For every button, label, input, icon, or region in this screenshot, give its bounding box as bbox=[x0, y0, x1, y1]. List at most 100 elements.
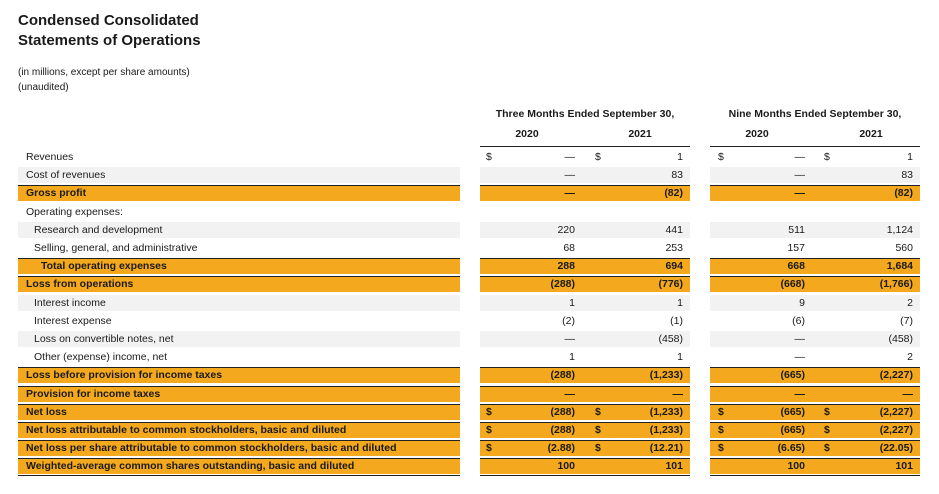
row-value: (458) bbox=[888, 333, 913, 345]
row-value: — bbox=[564, 387, 576, 400]
row-label: Total operating expenses bbox=[41, 260, 167, 273]
row-value: 668 bbox=[787, 260, 805, 273]
row-label-band bbox=[18, 367, 460, 384]
row-value: 511 bbox=[788, 223, 805, 236]
header-nine-2020: 2020 bbox=[745, 128, 769, 140]
row-label-band bbox=[18, 276, 460, 293]
currency-symbol: $ bbox=[486, 442, 492, 455]
row-value: (288) bbox=[550, 369, 575, 382]
row-label: Loss from operations bbox=[26, 278, 134, 291]
row-value: 220 bbox=[557, 223, 575, 236]
row-value bbox=[603, 204, 683, 220]
row-value-band bbox=[480, 185, 690, 202]
units-note: (in millions, except per share amounts) … bbox=[18, 65, 190, 95]
row-value: — bbox=[794, 151, 806, 163]
row-value: (776) bbox=[658, 278, 683, 291]
row-value-band bbox=[710, 331, 920, 347]
row-value: (82) bbox=[664, 187, 683, 200]
row-value: — bbox=[794, 169, 806, 182]
table-row: Net loss attributable to common stockhol… bbox=[0, 422, 939, 438]
row-value: 101 bbox=[895, 460, 913, 473]
currency-symbol: $ bbox=[486, 151, 492, 163]
row-value-band bbox=[710, 458, 920, 475]
row-value: (2.88) bbox=[547, 442, 575, 455]
row-value: (665) bbox=[780, 405, 805, 418]
row-value: — bbox=[794, 187, 806, 200]
header-three-2020: 2020 bbox=[515, 128, 539, 140]
title-line-2: Statements of Operations bbox=[18, 32, 201, 49]
header-nine-2021: 2021 bbox=[859, 128, 883, 140]
row-value: 1 bbox=[677, 296, 683, 309]
header-nine-months: Nine Months Ended September 30, bbox=[728, 108, 902, 120]
currency-symbol: $ bbox=[486, 405, 492, 418]
row-value-band bbox=[480, 458, 690, 475]
row-value: 694 bbox=[665, 260, 683, 273]
row-value-band bbox=[710, 185, 920, 202]
row-label: Research and development bbox=[34, 223, 163, 236]
row-value: — bbox=[564, 169, 576, 182]
row-value: 2 bbox=[907, 351, 913, 364]
currency-symbol: $ bbox=[718, 151, 724, 163]
table-row: Cost of revenues — 83 — 83 bbox=[0, 167, 939, 184]
header-three-months: Three Months Ended September 30, bbox=[495, 108, 675, 120]
row-label-band bbox=[18, 149, 460, 165]
row-label-band bbox=[18, 258, 460, 275]
bottom-rule-nine bbox=[710, 475, 920, 476]
table-row: Interest income 1 1 9 2 bbox=[0, 294, 939, 311]
row-label-band bbox=[18, 403, 460, 420]
row-value-band bbox=[710, 294, 920, 311]
currency-symbol: $ bbox=[824, 151, 830, 163]
row-value: 1,684 bbox=[886, 260, 913, 273]
row-label: Gross profit bbox=[26, 187, 87, 200]
row-value: 253 bbox=[665, 242, 683, 254]
row-value: (2,227) bbox=[879, 369, 913, 382]
row-value: (12.21) bbox=[649, 442, 683, 455]
row-value-band bbox=[480, 367, 690, 384]
row-label-band bbox=[18, 221, 460, 238]
header-rule-nine bbox=[710, 146, 920, 147]
row-value-band bbox=[480, 258, 690, 275]
row-value: — bbox=[564, 151, 576, 163]
row-label: Net loss per share attributable to commo… bbox=[26, 442, 397, 455]
row-value-band bbox=[710, 422, 920, 438]
row-label: Loss on convertible notes, net bbox=[34, 333, 174, 345]
title-line-1: Condensed Consolidated bbox=[18, 12, 199, 29]
row-value-band bbox=[480, 167, 690, 184]
row-label: Other (expense) income, net bbox=[34, 351, 168, 364]
row-value-band bbox=[710, 440, 920, 457]
row-label-band bbox=[18, 422, 460, 438]
row-value-band bbox=[480, 294, 690, 311]
row-value: 157 bbox=[787, 242, 805, 254]
row-label-band bbox=[18, 440, 460, 457]
row-label: Provision for income taxes bbox=[26, 387, 161, 400]
row-value: 83 bbox=[901, 169, 913, 182]
table-row: Operating expenses: bbox=[0, 204, 939, 220]
row-label: Interest expense bbox=[34, 314, 112, 327]
row-value: — bbox=[672, 387, 684, 400]
row-value-band bbox=[710, 367, 920, 384]
row-value: (82) bbox=[894, 187, 913, 200]
row-label: Net loss bbox=[26, 405, 67, 418]
row-value: 83 bbox=[671, 169, 683, 182]
row-value bbox=[495, 204, 575, 220]
units-note-line-1: (in millions, except per share amounts) bbox=[18, 67, 190, 78]
currency-symbol: $ bbox=[824, 424, 830, 436]
row-label: Selling, general, and administrative bbox=[34, 242, 198, 254]
row-value: 1,124 bbox=[886, 223, 913, 236]
row-label-band bbox=[18, 458, 460, 475]
row-value: 101 bbox=[665, 460, 683, 473]
table-row: Weighted-average common shares outstandi… bbox=[0, 458, 939, 475]
table-row: Revenues — $1 $ — $1 $ bbox=[0, 149, 939, 165]
row-value-band bbox=[480, 440, 690, 457]
header-three-2021: 2021 bbox=[628, 128, 652, 140]
row-value: (7) bbox=[900, 314, 913, 327]
row-value: — bbox=[564, 333, 576, 345]
row-value: (668) bbox=[780, 278, 805, 291]
row-value: (1,233) bbox=[649, 369, 683, 382]
row-value: 560 bbox=[895, 242, 913, 254]
header-rule-three bbox=[480, 146, 690, 147]
row-value: 288 bbox=[557, 260, 575, 273]
row-value: 2 bbox=[907, 296, 913, 309]
row-label: Net loss attributable to common stockhol… bbox=[26, 424, 347, 436]
currency-symbol: $ bbox=[595, 424, 601, 436]
